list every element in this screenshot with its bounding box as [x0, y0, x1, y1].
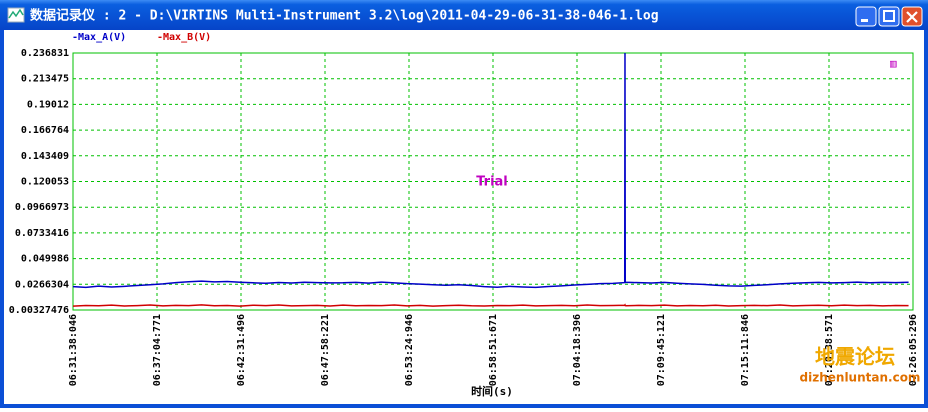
legend-label: -Max_B(V): [157, 32, 211, 43]
y-tick-label: 0.0966973: [15, 202, 69, 213]
y-tick-label: 0.213475: [21, 74, 69, 85]
x-tick-label: 06:47:58:221: [320, 314, 331, 386]
legend-label: -Max_A(V): [72, 32, 126, 43]
app-icon-line: [8, 8, 24, 19]
plot-icon: ▥: [890, 57, 897, 70]
x-tick-label: 06:37:04:771: [152, 314, 163, 386]
close-button[interactable]: [901, 6, 923, 27]
y-tick-label: 0.19012: [27, 99, 69, 110]
y-tick-label: 0.236831: [21, 48, 69, 59]
x-tick-label: 06:58:51:671: [488, 314, 499, 386]
watermark-cn: 地震论坛: [815, 345, 895, 369]
title-bar: [0, 0, 928, 30]
y-tick-label: 0.143409: [21, 151, 69, 162]
x-tick-label: 07:04:18:396: [572, 314, 583, 386]
y-tick-label: 0.00327476: [9, 305, 69, 316]
x-tick-label: 06:31:38:046: [68, 314, 79, 386]
chart: 0.00327476 0.0266304 0.049986 0.0733416 0.09…: [9, 32, 919, 398]
series-line: [72, 303, 909, 307]
y-tick-label: 0.049986: [21, 254, 69, 265]
y-tick-label: 0.166764: [21, 125, 69, 136]
y-tick-label: 0.0733416: [15, 228, 69, 239]
x-axis-label: 时间(s): [471, 384, 513, 398]
maximize-button[interactable]: [878, 6, 900, 27]
y-tick-label: 0.120053: [21, 176, 69, 187]
x-tick-label: 07:09:45:121: [656, 314, 667, 386]
x-tick-label: 07:26:05:296: [908, 314, 919, 386]
window-title: 数据记录仪 : 2 - D:\VIRTINS Multi-Instrument …: [30, 8, 659, 24]
minimize-button[interactable]: [855, 6, 877, 27]
x-tick-label: 07:15:11:846: [740, 314, 751, 386]
x-tick-label: 06:53:24:946: [404, 314, 415, 386]
x-tick-label: 06:42:31:496: [236, 314, 247, 386]
y-tick-label: 0.0266304: [15, 279, 69, 290]
series-line: [72, 53, 909, 289]
x-tick-label: 07:20:38:571: [824, 314, 835, 386]
watermark-url: dizhenluntan.com: [800, 371, 921, 385]
annotation: Trial: [476, 175, 508, 190]
